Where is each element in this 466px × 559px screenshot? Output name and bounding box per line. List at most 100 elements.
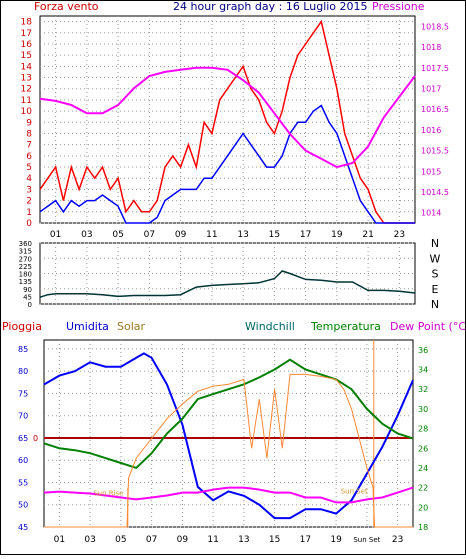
series-line-solar: [44, 373, 413, 528]
x-tick-label: 09: [175, 230, 187, 240]
right-tick-label: 1016: [421, 126, 441, 135]
x-tick-label: 01: [54, 535, 65, 545]
x-tick-label: 05: [112, 230, 123, 240]
x-tick-label: 15: [269, 535, 280, 545]
direction-tick-label: 45: [23, 293, 32, 301]
temperature-tick-label: 22: [418, 484, 428, 493]
right-tick-label: 1017: [421, 84, 441, 93]
series-line-pressione: [39, 66, 416, 169]
series-line-temperatura: [43, 358, 414, 470]
chart-title: 24 hour graph day : 16 Luglio 2015: [173, 0, 368, 13]
x-tick-label: 07: [146, 535, 157, 545]
x-tick-label: 21: [362, 230, 373, 240]
x-tick-label: 07: [144, 230, 155, 240]
wind-strength-label: Forza vento: [34, 0, 99, 13]
x-tick-label: Sun Set: [353, 536, 380, 544]
left-tick-label: 12: [21, 85, 32, 95]
left-tick-label: 10: [21, 107, 33, 117]
compass-label: N: [431, 298, 439, 311]
humidity-tick-label: 70: [18, 412, 28, 421]
x-tick-label: 17: [300, 535, 311, 545]
x-tick-label: 19: [331, 230, 343, 240]
x-tick-label: 09: [177, 535, 189, 545]
humidity-tick-label: 45: [18, 523, 28, 532]
rain-label: Pioggia: [2, 320, 42, 333]
left-tick-label: 5: [26, 163, 32, 173]
direction-tick-label: 180: [19, 271, 32, 279]
humidity-label: Umidita: [66, 320, 109, 333]
right-tick-label: 1015.5: [421, 147, 449, 156]
humidity-tick-label: 60: [18, 456, 28, 465]
x-tick-label: 23: [392, 535, 403, 545]
left-tick-label: 4: [26, 174, 32, 184]
dew-point-label: Dew Point (°C): [390, 320, 466, 333]
direction-tick-label: 360: [19, 240, 32, 248]
x-tick-label: 13: [237, 230, 248, 240]
left-tick-label: 6: [26, 152, 32, 162]
x-tick-label: 17: [300, 230, 311, 240]
left-tick-label: 9: [26, 118, 32, 128]
right-tick-label: 1015: [421, 167, 441, 176]
direction-tick-label: 315: [19, 248, 32, 256]
humidity-tick-label: 80: [18, 367, 28, 376]
left-tick-label: 13: [21, 74, 32, 84]
series-line-forza-vento: [39, 19, 415, 224]
plot-area-direction: [39, 242, 416, 305]
x-tick-label: 03: [81, 230, 92, 240]
left-tick-label: 7: [26, 141, 32, 151]
x-tick-label: 15: [269, 230, 280, 240]
sunrise-annotation: Sun Rise: [93, 489, 123, 497]
left-tick-label: 2: [26, 197, 32, 207]
solar-label: Solar: [117, 320, 146, 333]
direction-tick-label: 270: [19, 255, 32, 263]
compass-label: N: [431, 237, 439, 250]
x-tick-label: 03: [84, 535, 95, 545]
series-line-dew-point-c-: [43, 486, 414, 504]
humidity-tick-label: 75: [18, 389, 28, 398]
left-tick-label: 0: [26, 219, 32, 229]
temperature-tick-label: 20: [418, 503, 428, 512]
direction-tick-label: 225: [19, 263, 32, 271]
temperature-tick-label: 30: [418, 405, 428, 414]
humidity-tick-label: 85: [18, 345, 28, 354]
rain-value-label: 0: [33, 434, 38, 443]
x-tick-label: 19: [330, 535, 342, 545]
x-tick-label: 11: [207, 535, 218, 545]
x-tick-label: 23: [394, 230, 405, 240]
left-tick-label: 16: [21, 40, 33, 50]
right-tick-label: 1018: [421, 43, 441, 52]
compass-label: S: [432, 268, 439, 281]
humidity-tick-label: 65: [18, 434, 28, 443]
temperature-label: Temperatura: [310, 320, 381, 333]
temperature-tick-label: 26: [418, 444, 428, 453]
temperature-tick-label: 32: [418, 385, 428, 394]
right-tick-label: 1018.5: [421, 22, 449, 31]
series-line-gust-mean: [39, 104, 415, 224]
right-tick-label: 1016.5: [421, 105, 449, 114]
humidity-tick-label: 55: [18, 478, 28, 487]
sunset-annotation: Sun Set: [341, 488, 368, 496]
temperature-tick-label: 28: [418, 425, 428, 434]
direction-tick-label: 90: [23, 286, 32, 294]
temperature-tick-label: 36: [418, 346, 428, 355]
direction-tick-label: 135: [19, 278, 32, 286]
x-tick-label: 05: [115, 535, 126, 545]
temperature-tick-label: 18: [418, 523, 428, 532]
left-tick-label: 18: [21, 18, 33, 28]
right-tick-label: 1014: [421, 209, 441, 218]
x-tick-label: 11: [206, 230, 217, 240]
x-tick-label: 13: [238, 535, 249, 545]
left-tick-label: 17: [21, 29, 32, 39]
plot-area-top: [39, 15, 416, 224]
compass-label: E: [432, 283, 439, 296]
left-tick-label: 15: [21, 51, 32, 61]
windchill-label: Windchill: [245, 320, 295, 333]
series-line-wind-direction: [39, 270, 416, 298]
left-tick-label: 3: [26, 185, 32, 195]
temperature-tick-label: 24: [418, 464, 428, 473]
right-tick-label: 1014.5: [421, 188, 449, 197]
pressure-label: Pressione: [372, 0, 425, 13]
left-tick-label: 11: [21, 96, 32, 106]
